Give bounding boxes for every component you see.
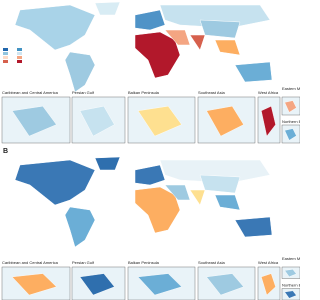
country-region xyxy=(234,61,273,83)
country-region xyxy=(189,189,206,206)
inset-title: Eastern Mediterranean xyxy=(282,86,300,91)
inset-land xyxy=(261,273,276,296)
inset-title: Caribbean and Central America xyxy=(2,260,59,265)
country-region xyxy=(189,34,206,51)
country-region xyxy=(164,184,191,201)
inset-title: West Africa xyxy=(258,90,279,95)
inset-title: Balkan Peninsula xyxy=(128,90,160,95)
country-region xyxy=(134,9,166,31)
legend-swatch xyxy=(3,60,8,63)
country-region xyxy=(94,1,121,16)
country-region xyxy=(64,206,96,248)
country-region xyxy=(164,29,191,46)
legend-swatch xyxy=(3,56,8,59)
inset-land xyxy=(284,269,297,278)
inset-title: Northern Europe xyxy=(282,119,300,124)
inset-title: West Africa xyxy=(258,260,279,265)
inset-frame xyxy=(197,266,256,300)
inset-land xyxy=(284,290,297,299)
inset-title: Persian Gulf xyxy=(72,90,95,95)
country-region xyxy=(214,194,241,211)
inset-land xyxy=(206,105,244,137)
inset-land xyxy=(11,273,57,296)
inset-land xyxy=(206,273,244,296)
country-region xyxy=(234,216,273,238)
legend-swatch xyxy=(17,56,22,59)
legend-swatch xyxy=(17,52,22,55)
world-map xyxy=(14,156,273,248)
inset-land xyxy=(11,105,57,137)
legend-swatch xyxy=(17,48,22,51)
inset-land xyxy=(79,273,115,296)
panel-label: B xyxy=(3,148,8,155)
inset-land xyxy=(284,100,297,113)
inset-land xyxy=(137,273,182,296)
country-region xyxy=(94,156,121,171)
country-region xyxy=(134,31,181,79)
world-map xyxy=(14,1,273,93)
legend-swatch xyxy=(3,52,8,55)
inset-land xyxy=(284,128,297,141)
inset-land xyxy=(261,105,276,137)
inset-title: Balkan Peninsula xyxy=(128,260,160,265)
figure: B Caribbean and Central America Persian G… xyxy=(0,0,300,300)
legend-swatch xyxy=(17,60,22,63)
inset-title: Persian Gulf xyxy=(72,260,95,265)
country-region xyxy=(134,186,181,234)
inset-land xyxy=(79,105,115,137)
country-region xyxy=(14,4,96,51)
inset-title: Caribbean and Central America xyxy=(2,90,59,95)
country-region xyxy=(214,39,241,56)
country-region xyxy=(199,174,241,194)
inset-land xyxy=(137,105,182,137)
inset-title: Southeast Asia xyxy=(198,260,225,265)
country-region xyxy=(14,159,96,206)
inset-title: Southeast Asia xyxy=(198,90,225,95)
inset-title: Eastern Mediterranean xyxy=(282,256,300,261)
inset-title: Northern Europe xyxy=(282,283,300,288)
country-region xyxy=(134,164,166,186)
legend-swatch xyxy=(3,48,8,51)
country-region xyxy=(64,51,96,93)
country-region xyxy=(199,19,241,39)
